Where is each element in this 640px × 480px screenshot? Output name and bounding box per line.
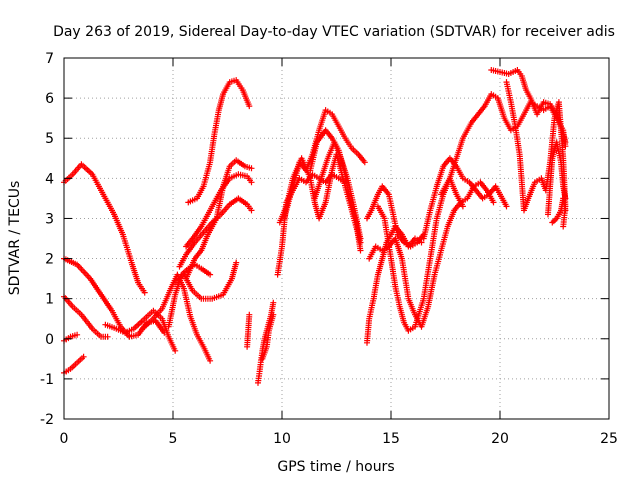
series-s21 bbox=[311, 139, 364, 242]
x-tick-label: 15 bbox=[382, 431, 400, 447]
series-markers bbox=[61, 353, 87, 376]
series-markers bbox=[244, 311, 253, 350]
x-tick-label: 25 bbox=[600, 431, 618, 447]
series-markers bbox=[545, 139, 569, 218]
series-s26 bbox=[420, 155, 510, 242]
x-tick-label: 20 bbox=[491, 431, 509, 447]
x-axis-tick-labels: 0 5 10 15 20 25 bbox=[60, 431, 618, 447]
series-markers bbox=[61, 161, 148, 296]
series-markers bbox=[281, 107, 368, 222]
series-markers bbox=[183, 157, 255, 282]
series-markers bbox=[185, 77, 253, 206]
y-tick-label: 3 bbox=[45, 211, 54, 227]
y-axis-label: SDTVAR / TECUs bbox=[7, 181, 23, 296]
series-markers bbox=[259, 311, 277, 362]
series-markers bbox=[311, 139, 364, 242]
series-markers bbox=[420, 155, 510, 242]
y-tick-label: 0 bbox=[45, 332, 54, 348]
series-s30 bbox=[545, 139, 569, 218]
series-markers bbox=[102, 307, 179, 354]
y-tick-label: -1 bbox=[40, 372, 54, 388]
series-s14 bbox=[244, 311, 253, 350]
data-series bbox=[61, 67, 569, 386]
y-tick-label: 5 bbox=[45, 131, 54, 147]
series-s12 bbox=[183, 157, 255, 282]
series-markers bbox=[549, 195, 569, 226]
y-tick-label: 6 bbox=[45, 91, 54, 107]
series-markers bbox=[139, 271, 214, 364]
x-tick-label: 0 bbox=[60, 431, 69, 447]
series-markers bbox=[172, 259, 240, 302]
y-axis-tick-labels: -2 -1 0 1 2 3 4 5 6 7 bbox=[40, 51, 54, 428]
series-s13 bbox=[185, 77, 253, 206]
series-s9 bbox=[172, 259, 240, 302]
series-s16 bbox=[259, 311, 277, 362]
plot-frame bbox=[63, 57, 610, 420]
y-tick-label: 4 bbox=[45, 171, 54, 187]
series-s1 bbox=[61, 161, 148, 296]
x-axis-label: GPS time / hours bbox=[277, 459, 394, 475]
y-tick-label: 7 bbox=[45, 51, 54, 67]
series-s6 bbox=[102, 307, 179, 354]
x-tick-label: 10 bbox=[273, 431, 291, 447]
y-tick-label: 1 bbox=[45, 292, 54, 308]
series-s4 bbox=[61, 353, 87, 376]
series-s19 bbox=[281, 107, 368, 222]
series-s7 bbox=[139, 271, 214, 364]
series-s31 bbox=[549, 195, 569, 226]
x-tick-label: 5 bbox=[169, 431, 178, 447]
axis-ticks bbox=[63, 57, 610, 420]
chart-title: Day 263 of 2019, Sidereal Day-to-day VTE… bbox=[53, 24, 615, 40]
y-tick-label: -2 bbox=[40, 412, 54, 428]
y-tick-label: 2 bbox=[45, 252, 54, 268]
